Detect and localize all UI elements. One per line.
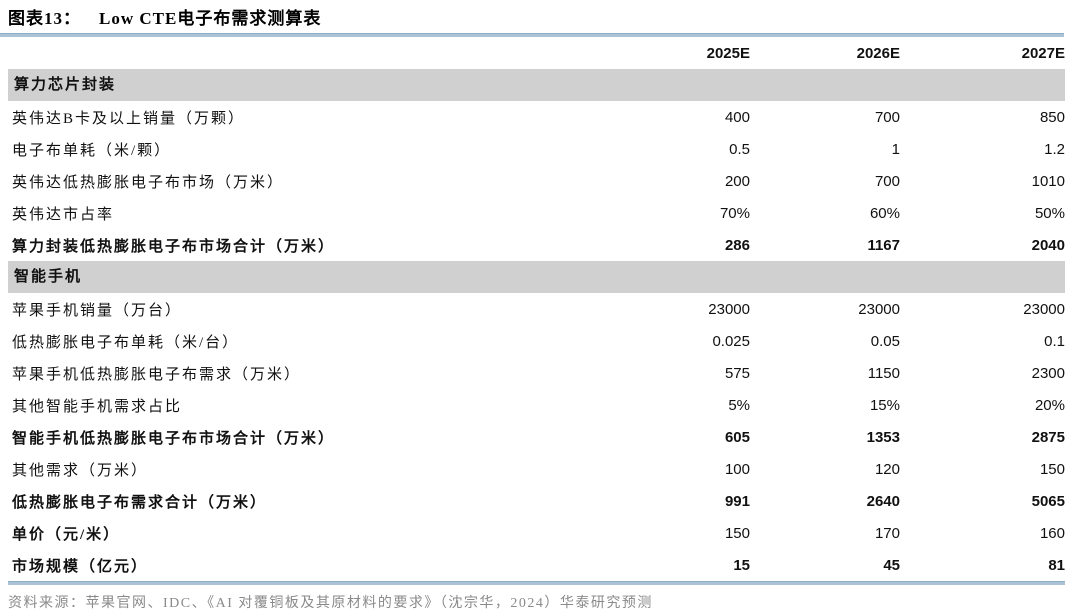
- value-cell: 2040: [1031, 236, 1065, 254]
- value-cell: 81: [1048, 556, 1065, 574]
- row-label: 低热膨胀电子布需求合计（万米）: [12, 494, 268, 511]
- value-cell: 60%: [869, 204, 900, 222]
- value-cell: 5%: [728, 396, 750, 414]
- value-cell: 605: [724, 428, 750, 446]
- value-cell: 2640: [866, 492, 900, 510]
- row-label: 电子布单耗（米/颗）: [12, 142, 172, 159]
- row-label: 智能手机低热膨胀电子布市场合计（万米）: [12, 430, 336, 447]
- table-row: 英伟达低热膨胀电子布市场（万米） 200 700 1010: [8, 165, 1065, 197]
- value-cell: 15: [733, 556, 750, 574]
- row-label: 英伟达低热膨胀电子布市场（万米）: [12, 174, 285, 191]
- table-row: 算力封装低热膨胀电子布市场合计（万米） 286 1167 2040: [8, 229, 1065, 261]
- value-cell: 45: [883, 556, 900, 574]
- row-label: 低热膨胀电子布单耗（米/台）: [12, 334, 240, 351]
- value-cell: 1167: [867, 236, 900, 254]
- value-cell: 0.05: [870, 332, 900, 350]
- value-cell: 700: [874, 108, 900, 126]
- row-label: 其他需求（万米）: [12, 462, 149, 479]
- value-cell: 575: [724, 364, 750, 382]
- value-cell: 2300: [1031, 364, 1065, 382]
- table-row: 单价（元/米） 150 170 160: [8, 517, 1065, 549]
- value-cell: 1: [891, 140, 900, 158]
- row-label: 单价（元/米）: [12, 526, 121, 543]
- figure-name: Low CTE电子布需求测算表: [99, 9, 322, 28]
- column-header-2025e: 2025E: [706, 44, 750, 62]
- value-cell: 1.2: [1044, 140, 1065, 158]
- figure-title: 图表13： Low CTE电子布需求测算表: [0, 0, 1080, 31]
- table-header-row: 2025E 2026E 2027E: [8, 37, 1065, 69]
- value-cell: 5065: [1031, 492, 1065, 510]
- figure-index-label: 图表13：: [8, 9, 81, 28]
- source-note: 资料来源：苹果官网、IDC、《AI 对覆铜板及其原材料的要求》（沈宗华，2024…: [8, 596, 653, 610]
- value-cell: 400: [724, 108, 750, 126]
- table-bottom-divider-line: [8, 581, 1065, 585]
- row-label: 英伟达B卡及以上销量（万颗）: [12, 110, 246, 127]
- value-cell: 700: [874, 172, 900, 190]
- table-row: 英伟达B卡及以上销量（万颗） 400 700 850: [8, 101, 1065, 133]
- row-label: 苹果手机低热膨胀电子布需求（万米）: [12, 366, 302, 383]
- value-cell: 991: [724, 492, 750, 510]
- value-cell: 0.5: [729, 140, 750, 158]
- value-cell: 1150: [867, 364, 900, 382]
- demand-forecast-table: 2025E 2026E 2027E 算力芯片封装英伟达B卡及以上销量（万颗） 40…: [8, 37, 1065, 581]
- value-cell: 850: [1039, 108, 1065, 126]
- value-cell: 23000: [1023, 300, 1065, 318]
- row-label: 英伟达市占率: [12, 206, 115, 223]
- value-cell: 70%: [719, 204, 750, 222]
- table-row: 其他智能手机需求占比 5% 15% 20%: [8, 389, 1065, 421]
- value-cell: 200: [724, 172, 750, 190]
- table-row: 低热膨胀电子布需求合计（万米） 991 2640 5065: [8, 485, 1065, 517]
- section-header-row: 算力芯片封装: [8, 69, 1065, 101]
- value-cell: 50%: [1034, 204, 1065, 222]
- value-cell: 100: [724, 460, 750, 478]
- value-cell: 0.025: [712, 332, 750, 350]
- value-cell: 160: [1039, 524, 1065, 542]
- table-row: 苹果手机销量（万台） 23000 23000 23000: [8, 293, 1065, 325]
- value-cell: 23000: [708, 300, 750, 318]
- row-label: 苹果手机销量（万台）: [12, 302, 183, 319]
- table-row: 低热膨胀电子布单耗（米/台） 0.025 0.05 0.1: [8, 325, 1065, 357]
- value-cell: 23000: [858, 300, 900, 318]
- value-cell: 170: [874, 524, 900, 542]
- section-header-row: 智能手机: [8, 261, 1065, 293]
- table-row: 苹果手机低热膨胀电子布需求（万米） 575 1150 2300: [8, 357, 1065, 389]
- title-divider-line: [0, 33, 1064, 37]
- table-row: 其他需求（万米） 100 120 150: [8, 453, 1065, 485]
- row-label: 市场规模（亿元）: [12, 558, 149, 575]
- value-cell: 20%: [1034, 396, 1065, 414]
- value-cell: 1353: [866, 428, 900, 446]
- row-label: 算力封装低热膨胀电子布市场合计（万米）: [12, 238, 336, 255]
- value-cell: 0.1: [1044, 332, 1065, 350]
- table-row: 智能手机低热膨胀电子布市场合计（万米） 605 1353 2875: [8, 421, 1065, 453]
- value-cell: 150: [1039, 460, 1065, 478]
- value-cell: 15%: [869, 396, 900, 414]
- column-header-2027e: 2027E: [1021, 44, 1065, 62]
- table-row: 电子布单耗（米/颗） 0.5 1 1.2: [8, 133, 1065, 165]
- value-cell: 150: [724, 524, 750, 542]
- value-cell: 1010: [1031, 172, 1065, 190]
- table-row: 市场规模（亿元） 15 45 81: [8, 549, 1065, 581]
- table-row: 英伟达市占率 70% 60% 50%: [8, 197, 1065, 229]
- row-label: 其他智能手机需求占比: [12, 398, 183, 415]
- value-cell: 2875: [1031, 428, 1065, 446]
- column-header-2026e: 2026E: [856, 44, 900, 62]
- table-body: 算力芯片封装英伟达B卡及以上销量（万颗） 400 700 850 电子布单耗（米/颗） 0…: [8, 69, 1065, 581]
- value-cell: 286: [724, 236, 750, 254]
- value-cell: 120: [874, 460, 900, 478]
